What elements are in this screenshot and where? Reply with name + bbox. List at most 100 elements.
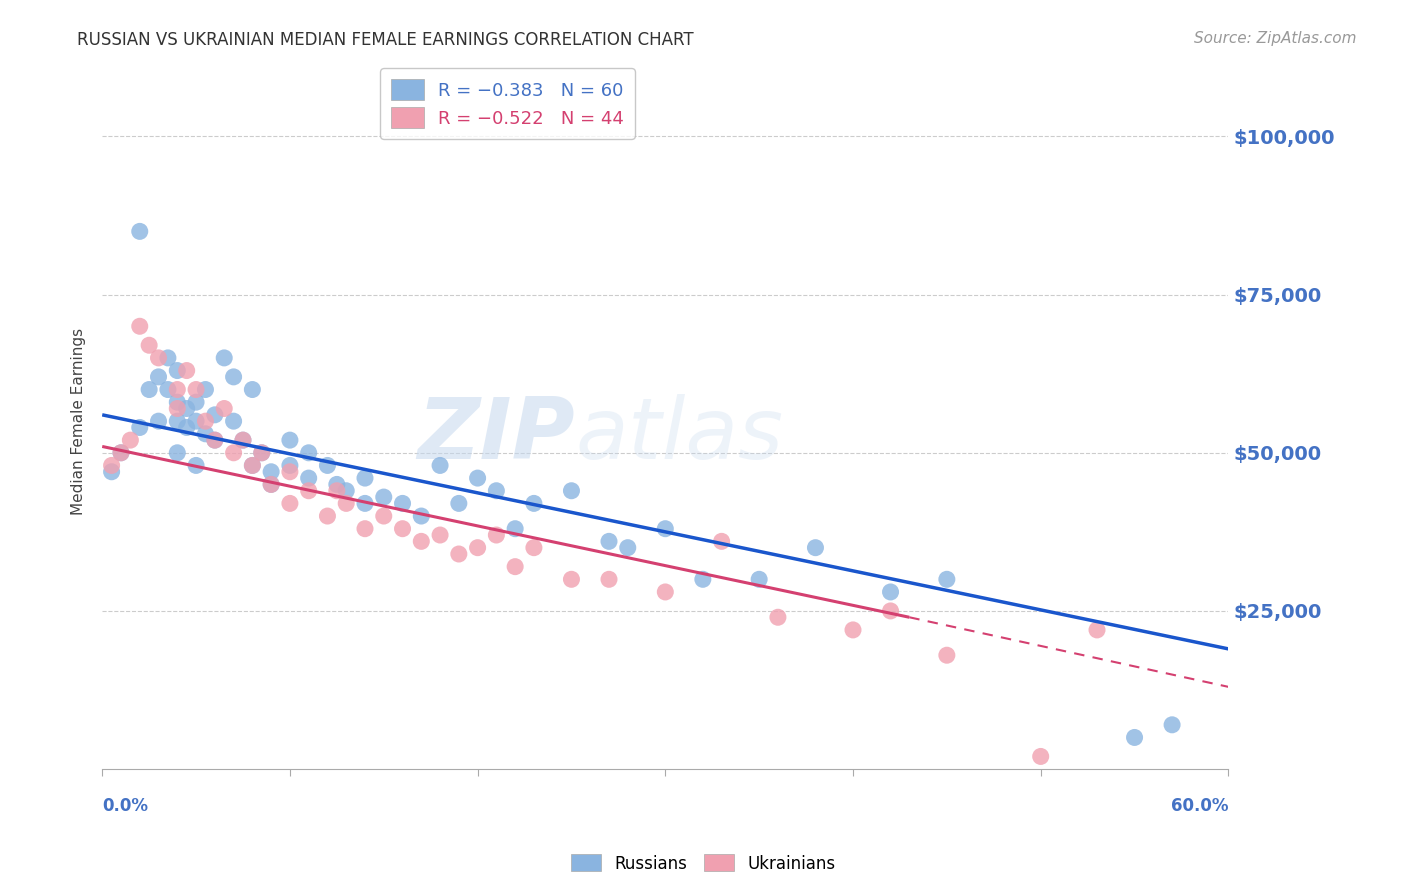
Point [222,414,245,428]
Point [176,363,198,377]
Point [222,446,245,460]
Point [766,610,789,624]
Point [148,351,170,365]
Point [935,648,957,663]
Point [128,224,150,238]
Text: RUSSIAN VS UKRAINIAN MEDIAN FEMALE EARNINGS CORRELATION CHART: RUSSIAN VS UKRAINIAN MEDIAN FEMALE EARNI… [77,31,695,49]
Point [184,414,207,428]
Point [212,351,235,365]
Point [278,496,301,510]
Point [260,465,283,479]
Point [128,319,150,334]
Point [260,477,283,491]
Point [692,572,714,586]
Point [560,572,582,586]
Point [232,433,254,447]
Text: 0.0%: 0.0% [103,797,148,815]
Point [212,401,235,416]
Point [447,547,470,561]
Point [485,483,508,498]
Point [166,414,188,428]
Text: ZIP: ZIP [418,393,575,476]
Point [298,471,321,485]
Point [278,433,301,447]
Point [598,534,620,549]
Point [316,509,339,524]
Point [194,414,217,428]
Text: Source: ZipAtlas.com: Source: ZipAtlas.com [1194,31,1357,46]
Point [100,458,122,473]
Point [176,401,198,416]
Point [222,370,245,384]
Point [166,446,188,460]
Point [138,383,160,397]
Point [166,383,188,397]
Point [250,446,273,460]
Point [447,496,470,510]
Point [240,383,263,397]
Point [316,458,339,473]
Point [110,446,132,460]
Point [654,585,676,599]
Point [184,383,207,397]
Legend: Russians, Ukrainians: Russians, Ukrainians [564,847,842,880]
Point [654,522,676,536]
Point [485,528,508,542]
Point [194,383,217,397]
Point [523,496,546,510]
Point [842,623,865,637]
Point [204,433,226,447]
Point [176,420,198,434]
Point [138,338,160,352]
Point [204,408,226,422]
Point [748,572,770,586]
Point [935,572,957,586]
Point [1029,749,1052,764]
Point [326,483,349,498]
Point [467,471,489,485]
Point [560,483,582,498]
Point [467,541,489,555]
Point [166,401,188,416]
Point [1161,718,1184,732]
Point [278,465,301,479]
Point [1085,623,1108,637]
Point [326,477,349,491]
Point [429,458,451,473]
Point [260,477,283,491]
Text: atlas: atlas [575,393,783,476]
Point [156,351,179,365]
Point [110,446,132,460]
Point [335,496,357,510]
Point [204,433,226,447]
Point [298,483,321,498]
Point [354,522,377,536]
Point [148,370,170,384]
Text: 60.0%: 60.0% [1171,797,1229,815]
Point [598,572,620,586]
Point [240,458,263,473]
Point [391,496,413,510]
Point [298,446,321,460]
Point [411,509,433,524]
Point [166,395,188,409]
Point [1123,731,1146,745]
Legend: R = −0.383   N = 60, R = −0.522   N = 44: R = −0.383 N = 60, R = −0.522 N = 44 [381,69,636,139]
Point [240,458,263,473]
Point [156,383,179,397]
Point [232,433,254,447]
Point [100,465,122,479]
Point [429,528,451,542]
Y-axis label: Median Female Earnings: Median Female Earnings [72,327,86,515]
Point [391,522,413,536]
Point [335,483,357,498]
Point [879,585,901,599]
Point [354,496,377,510]
Point [616,541,638,555]
Point [354,471,377,485]
Point [710,534,733,549]
Point [128,420,150,434]
Point [804,541,827,555]
Point [373,490,395,504]
Point [278,458,301,473]
